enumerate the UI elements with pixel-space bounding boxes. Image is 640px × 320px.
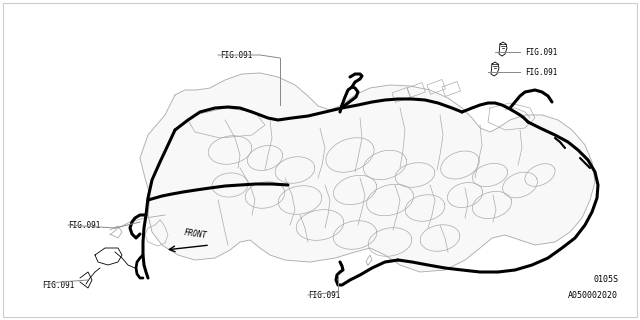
Text: FIG.091: FIG.091 <box>220 51 252 60</box>
Text: FIG.091: FIG.091 <box>525 47 557 57</box>
Bar <box>407 83 426 97</box>
Text: FIG.091: FIG.091 <box>308 291 340 300</box>
Text: FIG.091: FIG.091 <box>42 281 74 290</box>
Text: FIG.091: FIG.091 <box>525 68 557 76</box>
Bar <box>442 82 460 96</box>
Text: A050002020: A050002020 <box>568 291 618 300</box>
Text: FRONT: FRONT <box>183 228 207 240</box>
Bar <box>392 88 410 102</box>
Bar <box>427 80 445 94</box>
Text: 0105S: 0105S <box>593 276 618 284</box>
Text: FIG.091: FIG.091 <box>68 220 100 229</box>
Polygon shape <box>140 73 595 272</box>
